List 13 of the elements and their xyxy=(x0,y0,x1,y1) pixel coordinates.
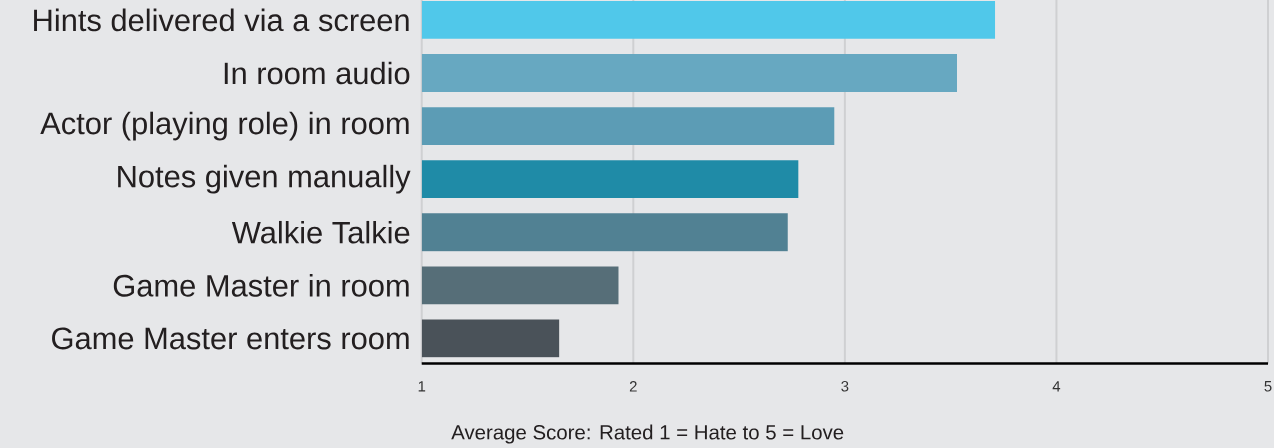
y-tick-label: Actor (playing role) in room xyxy=(40,111,409,141)
y-tick-label: Walkie Talkie xyxy=(231,220,410,244)
y-tick-label: Notes given manually xyxy=(118,164,411,194)
x-tick-label: 4 xyxy=(1052,381,1061,392)
x-tick-label: 2 xyxy=(629,381,637,392)
x-axis-title: Average Score: Rated 1 = Hate to 5 = Love xyxy=(451,424,844,444)
y-tick-label: Game Master enters room xyxy=(52,327,409,350)
x-tick-label: 1 xyxy=(418,381,426,392)
y-tick-label: In room audio xyxy=(224,61,410,85)
x-tick-label: 3 xyxy=(841,381,849,392)
x-tick-label: 5 xyxy=(1264,381,1272,392)
y-tick-label: Game Master in room xyxy=(113,274,409,297)
y-tick-label: Hints delivered via a screen xyxy=(34,8,409,32)
